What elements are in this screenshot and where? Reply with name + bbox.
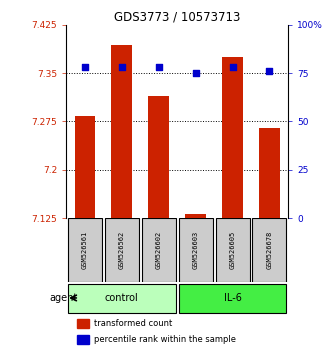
Bar bbox=[185, 213, 206, 218]
Text: agent: agent bbox=[49, 293, 78, 303]
Text: control: control bbox=[105, 293, 138, 303]
Text: GSM526561: GSM526561 bbox=[82, 231, 88, 269]
Text: GSM526678: GSM526678 bbox=[266, 231, 272, 269]
Bar bbox=[112, 45, 132, 218]
Point bbox=[230, 64, 235, 70]
Bar bbox=[178, 218, 213, 282]
Point bbox=[156, 64, 161, 70]
Point bbox=[119, 64, 124, 70]
Text: percentile rank within the sample: percentile rank within the sample bbox=[94, 335, 236, 344]
Bar bbox=[68, 284, 176, 313]
Bar bbox=[142, 218, 176, 282]
Bar bbox=[77, 335, 89, 344]
Text: GSM526605: GSM526605 bbox=[229, 231, 236, 269]
Text: transformed count: transformed count bbox=[94, 319, 172, 327]
Point bbox=[193, 70, 198, 76]
Bar bbox=[253, 218, 287, 282]
Text: GSM526603: GSM526603 bbox=[193, 231, 199, 269]
Bar bbox=[222, 57, 243, 218]
Bar bbox=[105, 218, 139, 282]
Text: GSM526562: GSM526562 bbox=[118, 231, 125, 269]
Text: IL-6: IL-6 bbox=[223, 293, 242, 303]
Bar bbox=[259, 128, 280, 218]
Bar bbox=[178, 284, 287, 313]
Bar bbox=[74, 116, 95, 218]
Text: GSM526602: GSM526602 bbox=[156, 231, 162, 269]
Bar bbox=[68, 218, 102, 282]
Bar bbox=[148, 96, 169, 218]
Bar bbox=[215, 218, 250, 282]
Point bbox=[267, 68, 272, 74]
Bar bbox=[77, 319, 89, 327]
Point bbox=[82, 64, 87, 70]
Title: GDS3773 / 10573713: GDS3773 / 10573713 bbox=[114, 11, 240, 24]
